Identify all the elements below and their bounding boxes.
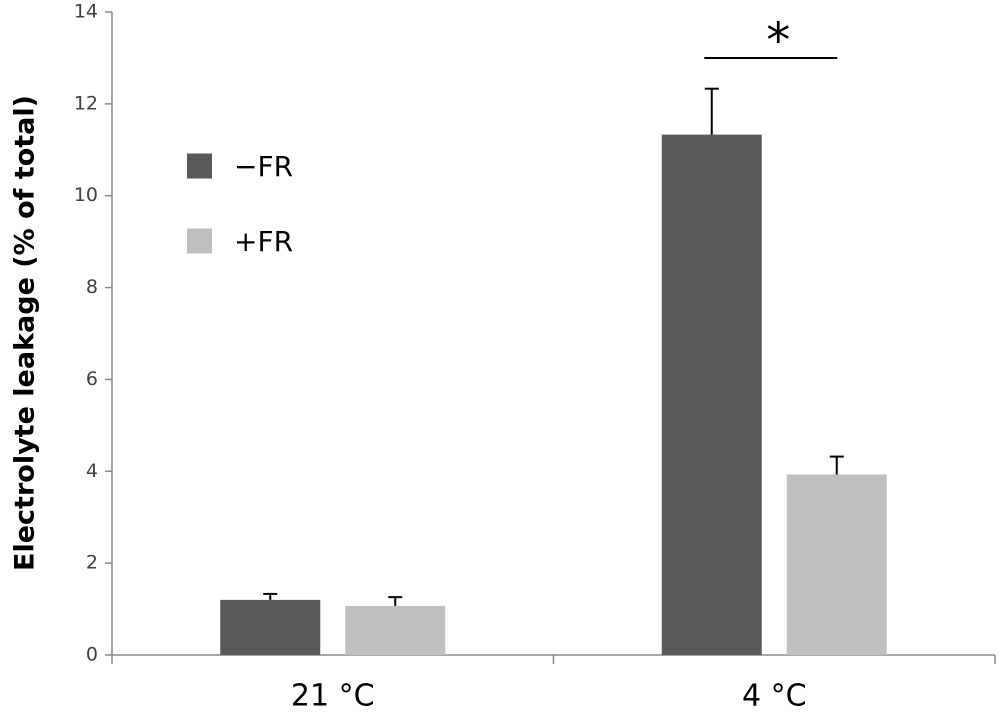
y-tick-label: 2: [86, 552, 98, 574]
error-bar: [388, 596, 403, 606]
x-tick-label: 4 °C: [742, 679, 807, 714]
bar: [345, 605, 446, 655]
y-tick-label: 10: [74, 184, 98, 206]
y-tick-label: 0: [86, 644, 98, 666]
error-bar: [829, 455, 844, 475]
y-axis-label: Electrolyte leakage (% of total): [10, 95, 41, 571]
y-tick-label: 6: [86, 368, 98, 390]
bar: [661, 134, 762, 656]
bar: [220, 599, 321, 655]
significance-star: *: [766, 13, 790, 69]
error-bar: [704, 87, 719, 135]
bar: [786, 474, 887, 655]
legend-swatch: [187, 153, 212, 179]
legend-swatch: [187, 228, 212, 254]
y-tick-label: 8: [86, 276, 98, 298]
legend-label: +FR: [234, 225, 293, 258]
legend-label: −FR: [234, 150, 293, 183]
y-tick-label: 14: [74, 1, 98, 23]
y-tick-label: 12: [74, 92, 98, 114]
y-tick-label: 4: [86, 460, 98, 482]
x-tick-label: 21 °C: [291, 679, 375, 714]
error-bar: [263, 592, 278, 600]
